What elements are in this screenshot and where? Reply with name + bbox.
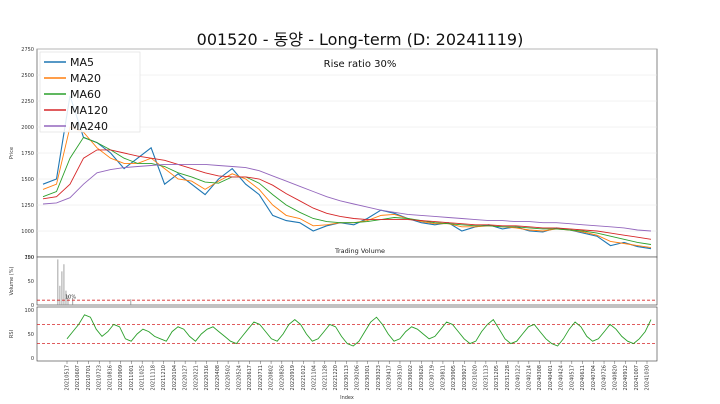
x-tick-label: 20220502 <box>226 365 232 390</box>
price-ylabel: Price <box>9 147 15 159</box>
volume-panel-frame <box>36 256 658 306</box>
x-tick-label: 20220316 <box>204 365 210 390</box>
x-tick-label: 20210607 <box>75 365 81 390</box>
x-tick-label: 20230206 <box>355 365 361 390</box>
x-tick-label: 20220802 <box>269 365 275 390</box>
x-tick-label: 20230811 <box>440 365 446 390</box>
x-tick-label: 20220617 <box>247 365 253 390</box>
price-ytick-label: 750 <box>24 255 34 261</box>
rsi-ytick-label: 100 <box>24 308 34 314</box>
x-tick-label: 20221012 <box>301 365 307 390</box>
series-line-ma240 <box>42 163 652 232</box>
x-tick-label: 20221128 <box>322 365 328 390</box>
x-tick-label: 20230510 <box>397 365 403 390</box>
x-tick-label: 20240820 <box>612 365 618 390</box>
chart-title: 001520 - 동양 - Long-term (D: 20241119) <box>197 30 524 49</box>
x-tick-label: 20230927 <box>462 365 468 390</box>
x-tick-label: 20240611 <box>580 365 586 390</box>
rsi-panel-frame <box>36 306 658 362</box>
volume-subtitle: Trading Volume <box>334 247 385 255</box>
legend-label-ma120: MA120 <box>70 104 108 117</box>
price-ytick-label: 2500 <box>21 73 34 79</box>
x-tick-label: 20240122 <box>516 365 522 390</box>
volume-ytick-label: 0 <box>31 303 34 309</box>
volume-ylabel: Volume (%) <box>9 267 15 296</box>
x-axis-label: Index <box>340 395 354 401</box>
volume-ytick-label: 100 <box>24 255 34 261</box>
x-tick-label: 20221104 <box>312 365 318 390</box>
price-ytick-label: 1500 <box>21 177 34 183</box>
x-tick-label: 20210816 <box>107 365 113 390</box>
price-ytick-label: 2250 <box>21 99 34 105</box>
x-tick-label: 20230301 <box>365 365 371 390</box>
volume-threshold-label: 10% <box>65 295 76 301</box>
rsi-line <box>66 314 652 347</box>
x-tick-label: 20220711 <box>258 365 264 390</box>
x-tick-label: 20241007 <box>634 365 640 390</box>
series-line-ma120 <box>42 149 652 240</box>
legend-label-ma20: MA20 <box>70 72 101 85</box>
x-tick-label: 20230602 <box>408 365 414 390</box>
rsi-panel: 0 50 100 RSI <box>9 306 658 362</box>
legend-box <box>39 51 141 133</box>
x-tick-label: 20220919 <box>290 365 296 390</box>
x-tick-label: 20231205 <box>494 365 500 390</box>
x-tick-label: 20230626 <box>419 365 425 390</box>
x-tick-label: 20240424 <box>559 365 565 390</box>
x-tick-label: 20220104 <box>172 365 178 390</box>
price-ytick-label: 1750 <box>21 151 34 157</box>
x-tick-label: 20230113 <box>344 365 350 390</box>
x-tick-label: 20240726 <box>602 365 608 390</box>
rsi-ylabel: RSI <box>9 330 15 338</box>
x-tick-label: 20211025 <box>140 365 146 390</box>
price-panel: 750 1000 1250 1500 1750 2000 2250 2500 2750 Pric… <box>9 47 658 261</box>
x-tick-label: 20230323 <box>376 365 382 390</box>
x-tick-label: 20241030 <box>645 365 651 390</box>
x-tick-label: 20231113 <box>483 365 489 390</box>
x-tick-label: 20230719 <box>430 365 436 390</box>
rise-ratio-note: Rise ratio 30% <box>324 59 397 70</box>
x-tick-label: 20210909 <box>118 365 124 390</box>
rsi-ytick-label: 0 <box>31 356 34 362</box>
volume-ytick-label: 50 <box>28 279 34 285</box>
legend-label-ma5: MA5 <box>70 56 94 69</box>
series-line-ma60 <box>42 136 652 245</box>
price-ytick-label: 1000 <box>21 229 34 235</box>
x-tick-label: 20240401 <box>548 365 554 390</box>
x-tick-label: 20240704 <box>591 365 597 390</box>
price-ytick-label: 2000 <box>21 125 34 131</box>
x-tick-label: 20210723 <box>97 365 103 390</box>
x-axis: 20210517 20210607 20210701 20210723 20210816… <box>65 361 651 390</box>
x-tick-label: 20220408 <box>215 365 221 390</box>
x-tick-label: 20230417 <box>387 365 393 390</box>
rsi-ytick-label: 50 <box>28 332 34 338</box>
x-tick-label: 20220826 <box>279 365 285 390</box>
x-tick-label: 20220524 <box>236 365 242 390</box>
x-tick-label: 20220221 <box>193 365 199 390</box>
volume-panel: 0 50 100 10% Volume (%) <box>9 255 658 309</box>
price-ytick-label: 1250 <box>21 203 34 209</box>
x-tick-label: 20210517 <box>65 365 71 390</box>
x-tick-label: 20231228 <box>505 365 511 390</box>
legend-label-ma240: MA240 <box>70 120 108 133</box>
x-tick-label: 20221220 <box>333 365 339 390</box>
x-tick-label: 20240517 <box>569 365 575 390</box>
x-tick-label: 20231020 <box>473 365 479 390</box>
legend: MA5 MA20 MA60 MA120 MA240 <box>39 51 141 133</box>
x-tick-label: 20220127 <box>183 365 189 390</box>
x-tick-label: 20240214 <box>526 365 532 390</box>
x-tick-label: 20240912 <box>623 365 629 390</box>
x-tick-label: 20211001 <box>129 365 135 390</box>
legend-label-ma60: MA60 <box>70 88 101 101</box>
x-tick-label: 20230905 <box>451 365 457 390</box>
x-tick-label: 20210701 <box>86 365 92 390</box>
price-ytick-label: 2750 <box>21 47 34 53</box>
x-tick-label: 20240308 <box>537 365 543 390</box>
x-tick-label: 20211210 <box>161 365 167 390</box>
x-tick-label: 20211118 <box>150 365 156 390</box>
